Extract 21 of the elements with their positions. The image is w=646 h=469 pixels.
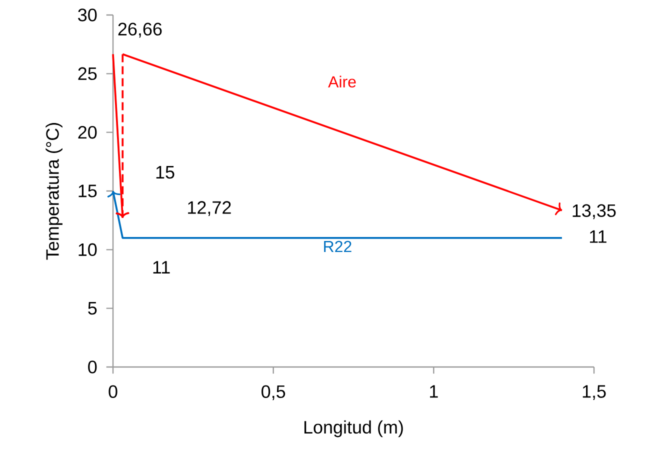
annotation: 11 [590,230,606,243]
text: Aire [328,76,356,88]
x-tick-label: 0,5 [262,385,286,400]
x-axis-title: Longitud (m) [304,420,403,438]
y-tick-label: 25 [78,67,97,80]
annotation: 13,35 [572,204,616,220]
annotation: 11 [153,261,170,274]
annotation: 26,66 [118,22,162,38]
y-tick-label: 10 [78,243,97,256]
y-tick-label: 20 [78,126,97,139]
y-axis-title: Temperatura (°C) [46,123,62,260]
y-tick-label: 30 [78,8,97,22]
annotation: 15 [156,166,174,179]
y-tick-label: 15 [78,184,97,198]
y-tick-label: 5 [88,302,97,315]
x-tick-label: 0 [108,385,118,398]
series-label: R22 [324,240,352,252]
x-tick-label: 1 [430,385,438,398]
x-tick-label: 1,5 [582,385,606,400]
annotation: 12,72 [188,201,231,216]
y-tick-label: 0 [88,360,97,374]
